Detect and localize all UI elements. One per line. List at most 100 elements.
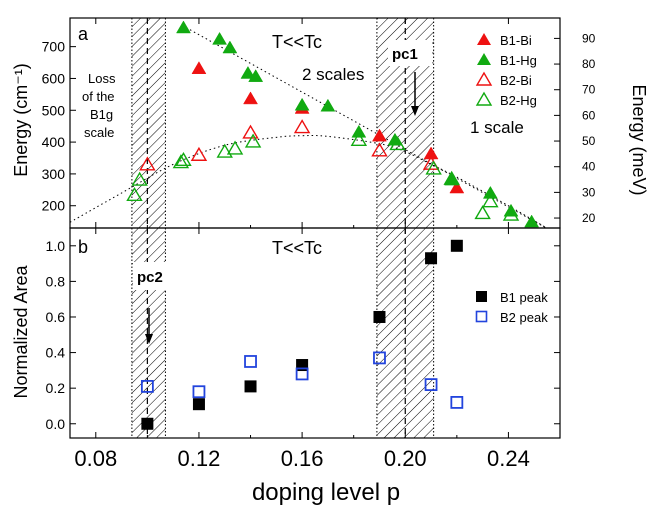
point-b2-bi-2 — [242, 124, 259, 139]
b-y-tick-label-0: 0.0 — [46, 416, 66, 432]
x-tick-label-1: 0.12 — [178, 446, 221, 471]
a-y-right-tick-label-7: 90 — [582, 31, 596, 45]
legend-b2-bi-label: B2-Bi — [500, 73, 532, 88]
panel-a-title: T<<Tc — [272, 32, 322, 52]
two-scales-annotation: 2 scales — [302, 65, 364, 84]
point-b2-bi-3 — [293, 119, 311, 134]
panel-b-title-text: T<<Tc — [272, 238, 322, 258]
b-y-tick-label-2: 0.4 — [46, 345, 66, 361]
panel-a-ylabel-right: Energy (meV) — [629, 84, 649, 195]
legend-b2-hg-label: B2-Hg — [500, 93, 537, 108]
point-b2-hg-10 — [443, 170, 460, 185]
point-b2-hg-12 — [482, 193, 499, 208]
point-b2-hg-1 — [131, 171, 148, 186]
point-b1-hg-12 — [524, 214, 540, 228]
legend-b1-peak-icon — [476, 291, 487, 302]
point-b2-peak-5 — [424, 378, 438, 392]
pc1-arrow-head — [411, 106, 419, 116]
x-tick-label-3: 0.20 — [384, 446, 427, 471]
loss-annotation-4: scale — [84, 125, 114, 140]
point-b2-peak-3 — [295, 367, 309, 381]
panel-a-title-text: T<<Tc — [272, 32, 322, 52]
point-b1-peak-2 — [244, 380, 257, 393]
point-b1-peak-1 — [192, 398, 205, 411]
point-b1-peak-4 — [373, 310, 386, 323]
a-y-right-tick-label-6: 80 — [582, 57, 596, 71]
point-b2-hg-6 — [244, 133, 262, 148]
point-b1-bi-3 — [372, 128, 387, 142]
b-y-tick-label-1: 0.2 — [46, 380, 66, 396]
point-b1-hg-9 — [444, 172, 460, 186]
point-b2-hg-3 — [175, 151, 192, 167]
point-b2-hg-0 — [126, 186, 143, 202]
panel-a-ylabel-left: Energy (cm⁻¹) — [11, 63, 31, 177]
a-y-tick-label-3: 500 — [42, 102, 66, 118]
point-b2-bi-1 — [190, 146, 208, 161]
legend-b1-bi-icon — [477, 33, 491, 45]
point-b1-hg-7 — [351, 124, 367, 138]
panel-a-legend: B1-Bi B1-Hg B2-Bi B2-Hg — [475, 33, 537, 108]
point-b1-hg-0 — [176, 20, 191, 34]
point-b2-hg-7 — [350, 131, 368, 146]
panel-b-frame — [69, 227, 561, 439]
point-b1-hg-1 — [212, 31, 228, 45]
loss-annotation-2: of the — [82, 89, 115, 104]
legend-b2-peak-icon — [475, 310, 488, 323]
point-b1-bi-4 — [423, 146, 439, 160]
point-b2-hg-13 — [502, 206, 520, 221]
point-b1-peak-5 — [425, 252, 438, 265]
b-y-tick-label-3: 0.6 — [46, 309, 66, 325]
a-y-tick-label-5: 700 — [42, 39, 66, 55]
legend-b2-peak-label: B2 peak — [500, 310, 548, 325]
legend-b1-hg-label: B1-Hg — [500, 53, 537, 68]
legend-b2-bi-icon — [475, 71, 493, 86]
point-b1-peak-0 — [141, 417, 154, 430]
a-y-tick-label-1: 300 — [42, 166, 66, 182]
legend-b2-hg-icon — [475, 91, 493, 106]
panel-b-ylabel: Normalized Area — [11, 264, 31, 398]
x-tick-label-0: 0.08 — [74, 446, 117, 471]
point-b1-hg-4 — [248, 69, 264, 82]
panel-a-label: a — [78, 24, 89, 44]
a-y-tick-label-4: 600 — [42, 70, 66, 86]
b2-guide-curve — [70, 134, 548, 228]
legend-b1-hg-icon — [477, 53, 491, 65]
point-b1-peak-6 — [450, 239, 463, 252]
a-y-right-tick-label-0: 20 — [582, 211, 596, 225]
point-b1-hg-2 — [222, 40, 238, 54]
point-b2-peak-0 — [140, 379, 154, 393]
a-y-right-tick-label-4: 60 — [582, 108, 596, 122]
point-b1-hg-6 — [320, 98, 336, 112]
loss-annotation-3: B1g — [90, 107, 113, 122]
panel-b-title: T<<Tc — [272, 238, 322, 258]
pc2-annotation: pc2 — [137, 269, 163, 286]
a-y-tick-label-2: 400 — [42, 134, 66, 150]
point-b2-hg-2 — [172, 154, 190, 169]
point-b2-hg-9 — [425, 160, 442, 175]
point-b1-hg-10 — [482, 185, 498, 199]
b-y-tick-label-5: 1.0 — [46, 238, 66, 254]
pc2-label-box — [133, 262, 169, 290]
point-b2-hg-8 — [389, 136, 406, 151]
a-y-right-tick-label-2: 40 — [582, 160, 596, 174]
panel-b-label: b — [78, 237, 88, 257]
one-scale-annotation: 1 scale — [470, 118, 524, 137]
point-b1-hg-3 — [240, 65, 256, 79]
point-b2-peak-1 — [192, 385, 206, 399]
point-b2-peak-2 — [244, 355, 257, 368]
x-tick-label-4: 0.24 — [487, 446, 530, 471]
point-b1-hg-5 — [294, 97, 310, 111]
x-axis-label: doping level p — [252, 479, 400, 506]
point-b2-hg-4 — [216, 143, 233, 158]
a-y-tick-label-0: 200 — [42, 198, 66, 214]
panel-b-legend: B1 peak B2 peak — [475, 290, 548, 325]
b-y-tick-label-4: 0.8 — [46, 273, 66, 289]
point-b2-bi-0 — [139, 156, 156, 171]
point-b2-bi-4 — [371, 142, 388, 157]
a-y-right-tick-label-3: 50 — [582, 134, 596, 148]
point-b2-hg-11 — [474, 205, 491, 220]
point-b1-bi-1 — [243, 91, 258, 105]
point-b2-peak-4 — [373, 351, 386, 365]
